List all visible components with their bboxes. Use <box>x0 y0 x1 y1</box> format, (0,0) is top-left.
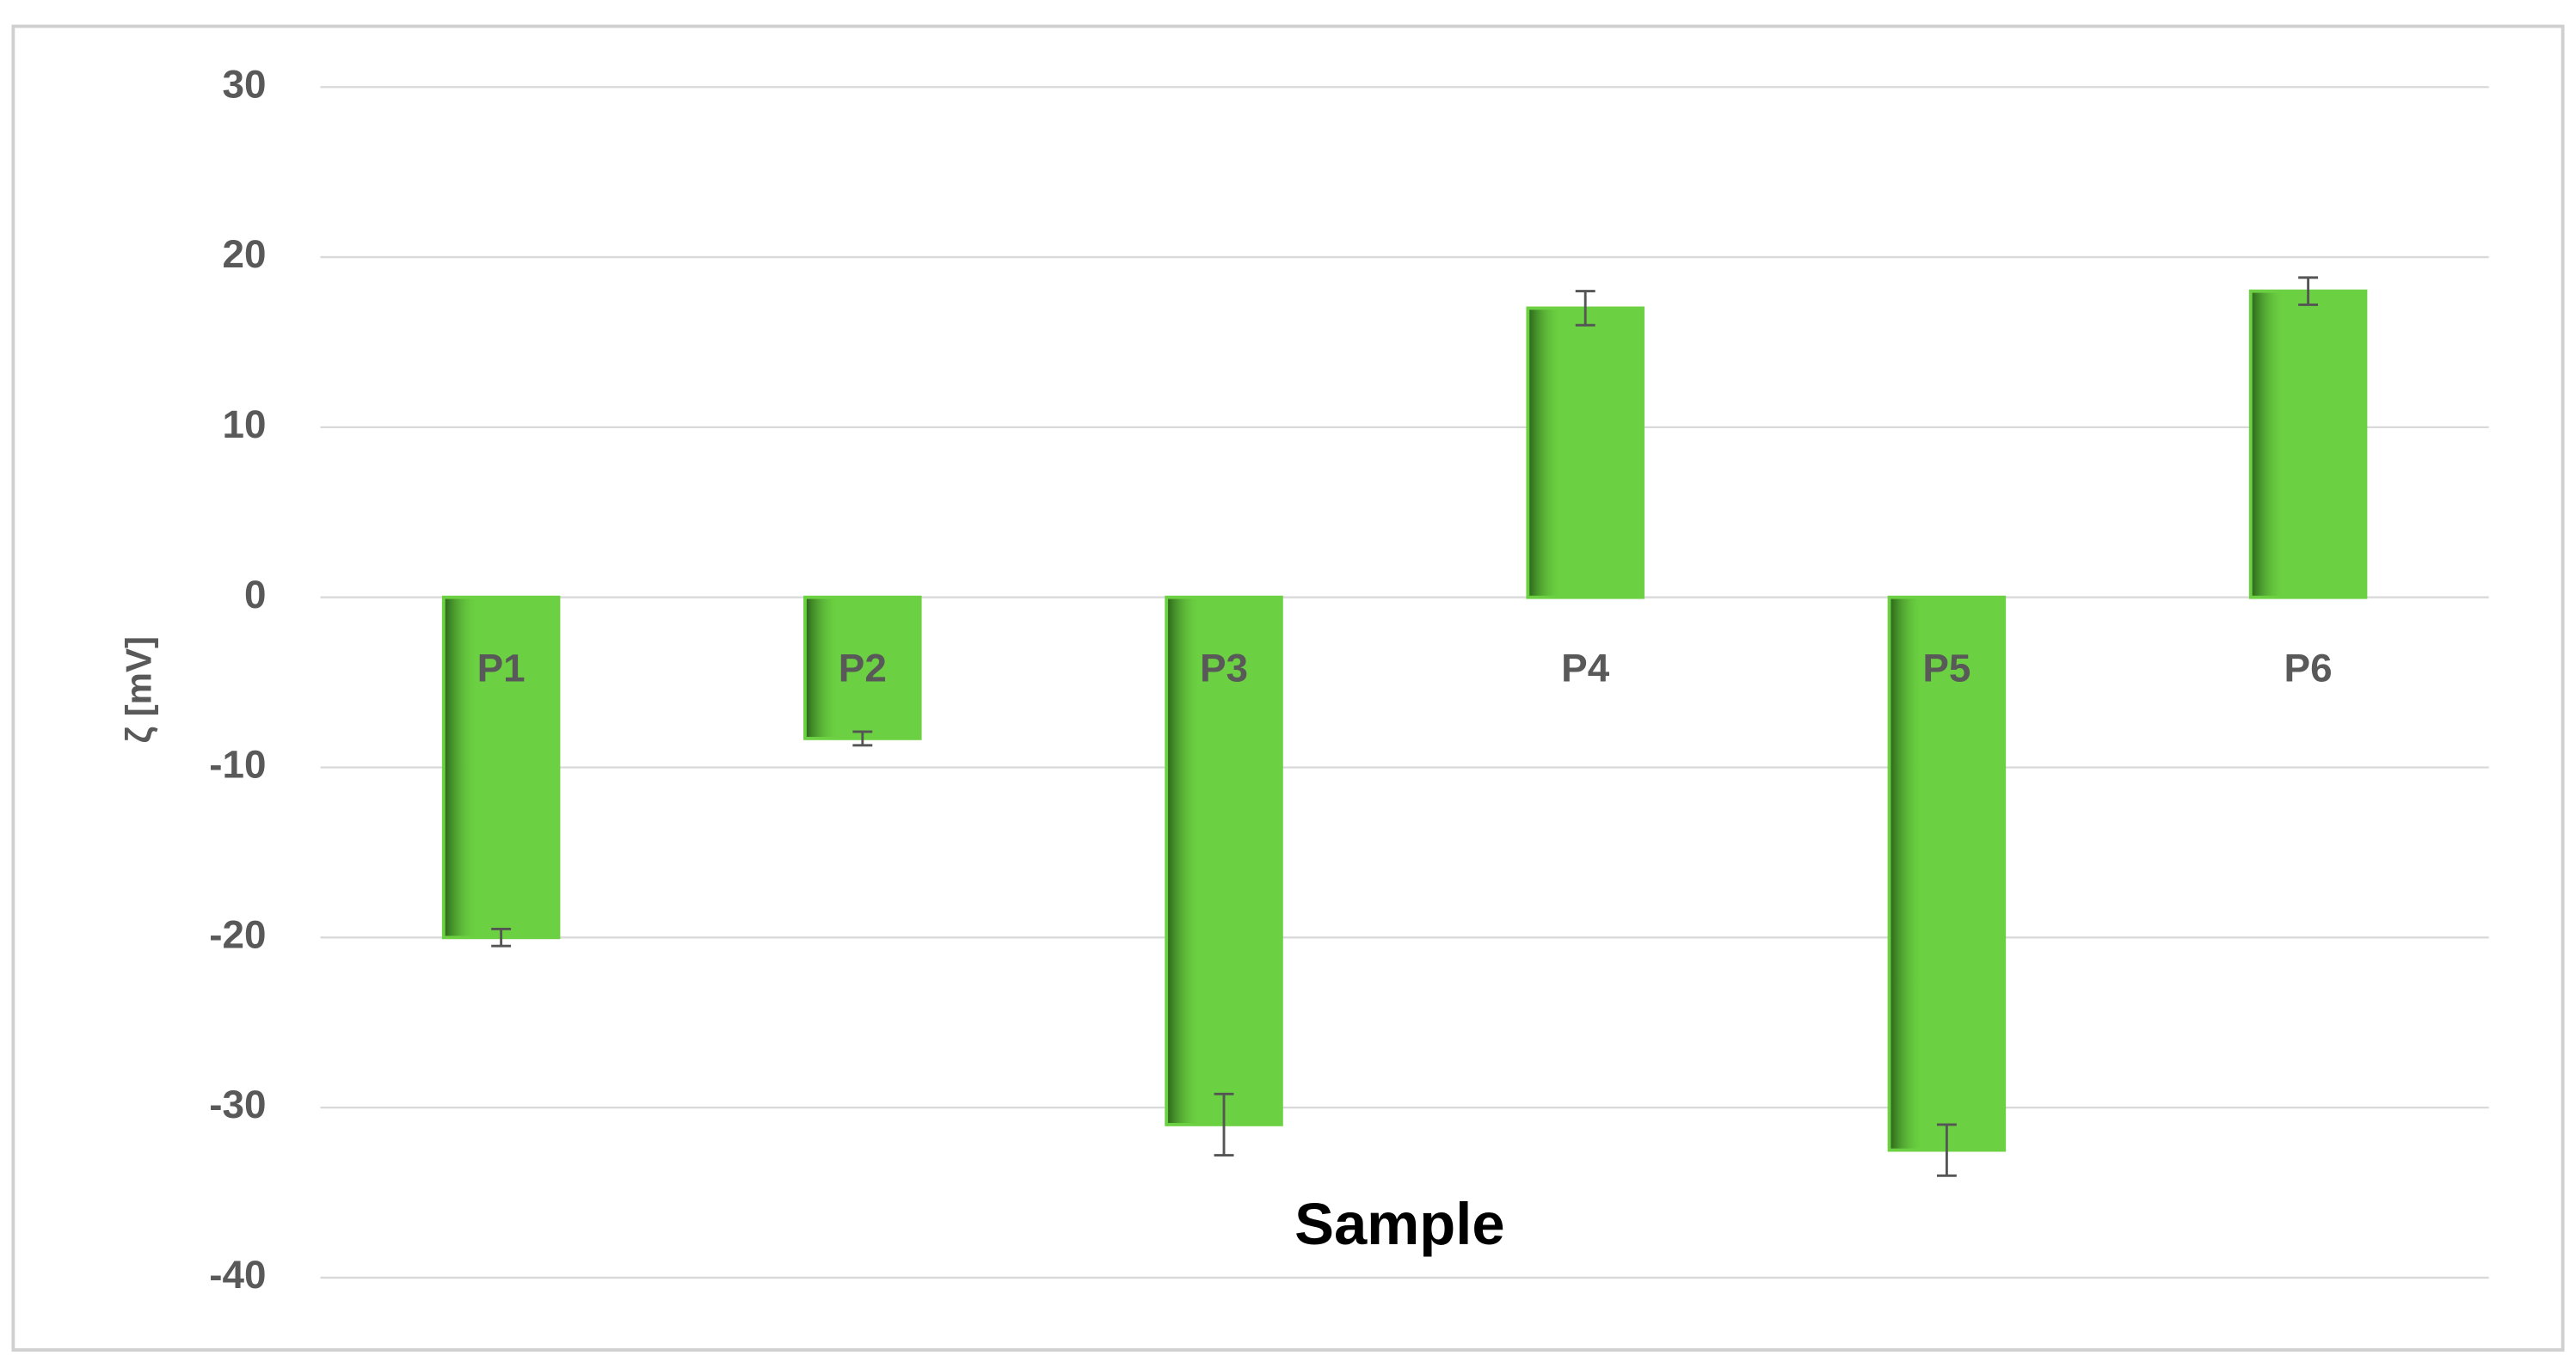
error-bar <box>491 927 512 948</box>
y-tick-label: 10 <box>223 402 267 446</box>
bar <box>2248 289 2368 599</box>
y-tick-label: -40 <box>209 1253 266 1297</box>
x-tick-label: P2 <box>839 647 887 690</box>
chart-frame <box>11 24 2565 1352</box>
error-bar <box>852 730 873 747</box>
error-bar <box>2298 276 2319 306</box>
y-tick-label: -10 <box>209 743 266 787</box>
y-tick-label: 30 <box>223 62 267 106</box>
bar <box>1526 306 1645 599</box>
x-tick-label: P4 <box>1561 647 1610 690</box>
error-bar <box>1936 1123 1957 1177</box>
x-tick-label: P1 <box>477 647 526 690</box>
x-axis-title: Sample <box>1294 1191 1505 1257</box>
y-axis-title: ζ [mV] <box>118 636 158 743</box>
error-bar <box>1214 1092 1234 1156</box>
x-tick-label: P3 <box>1200 647 1248 690</box>
y-tick-label: -20 <box>209 912 266 956</box>
y-tick-label: -30 <box>209 1083 266 1126</box>
y-tick-label: 0 <box>244 573 267 617</box>
error-bar <box>1575 290 1595 327</box>
x-tick-label: P6 <box>2284 647 2333 690</box>
x-tick-label: P5 <box>1922 647 1970 690</box>
y-tick-label: 20 <box>223 232 267 276</box>
